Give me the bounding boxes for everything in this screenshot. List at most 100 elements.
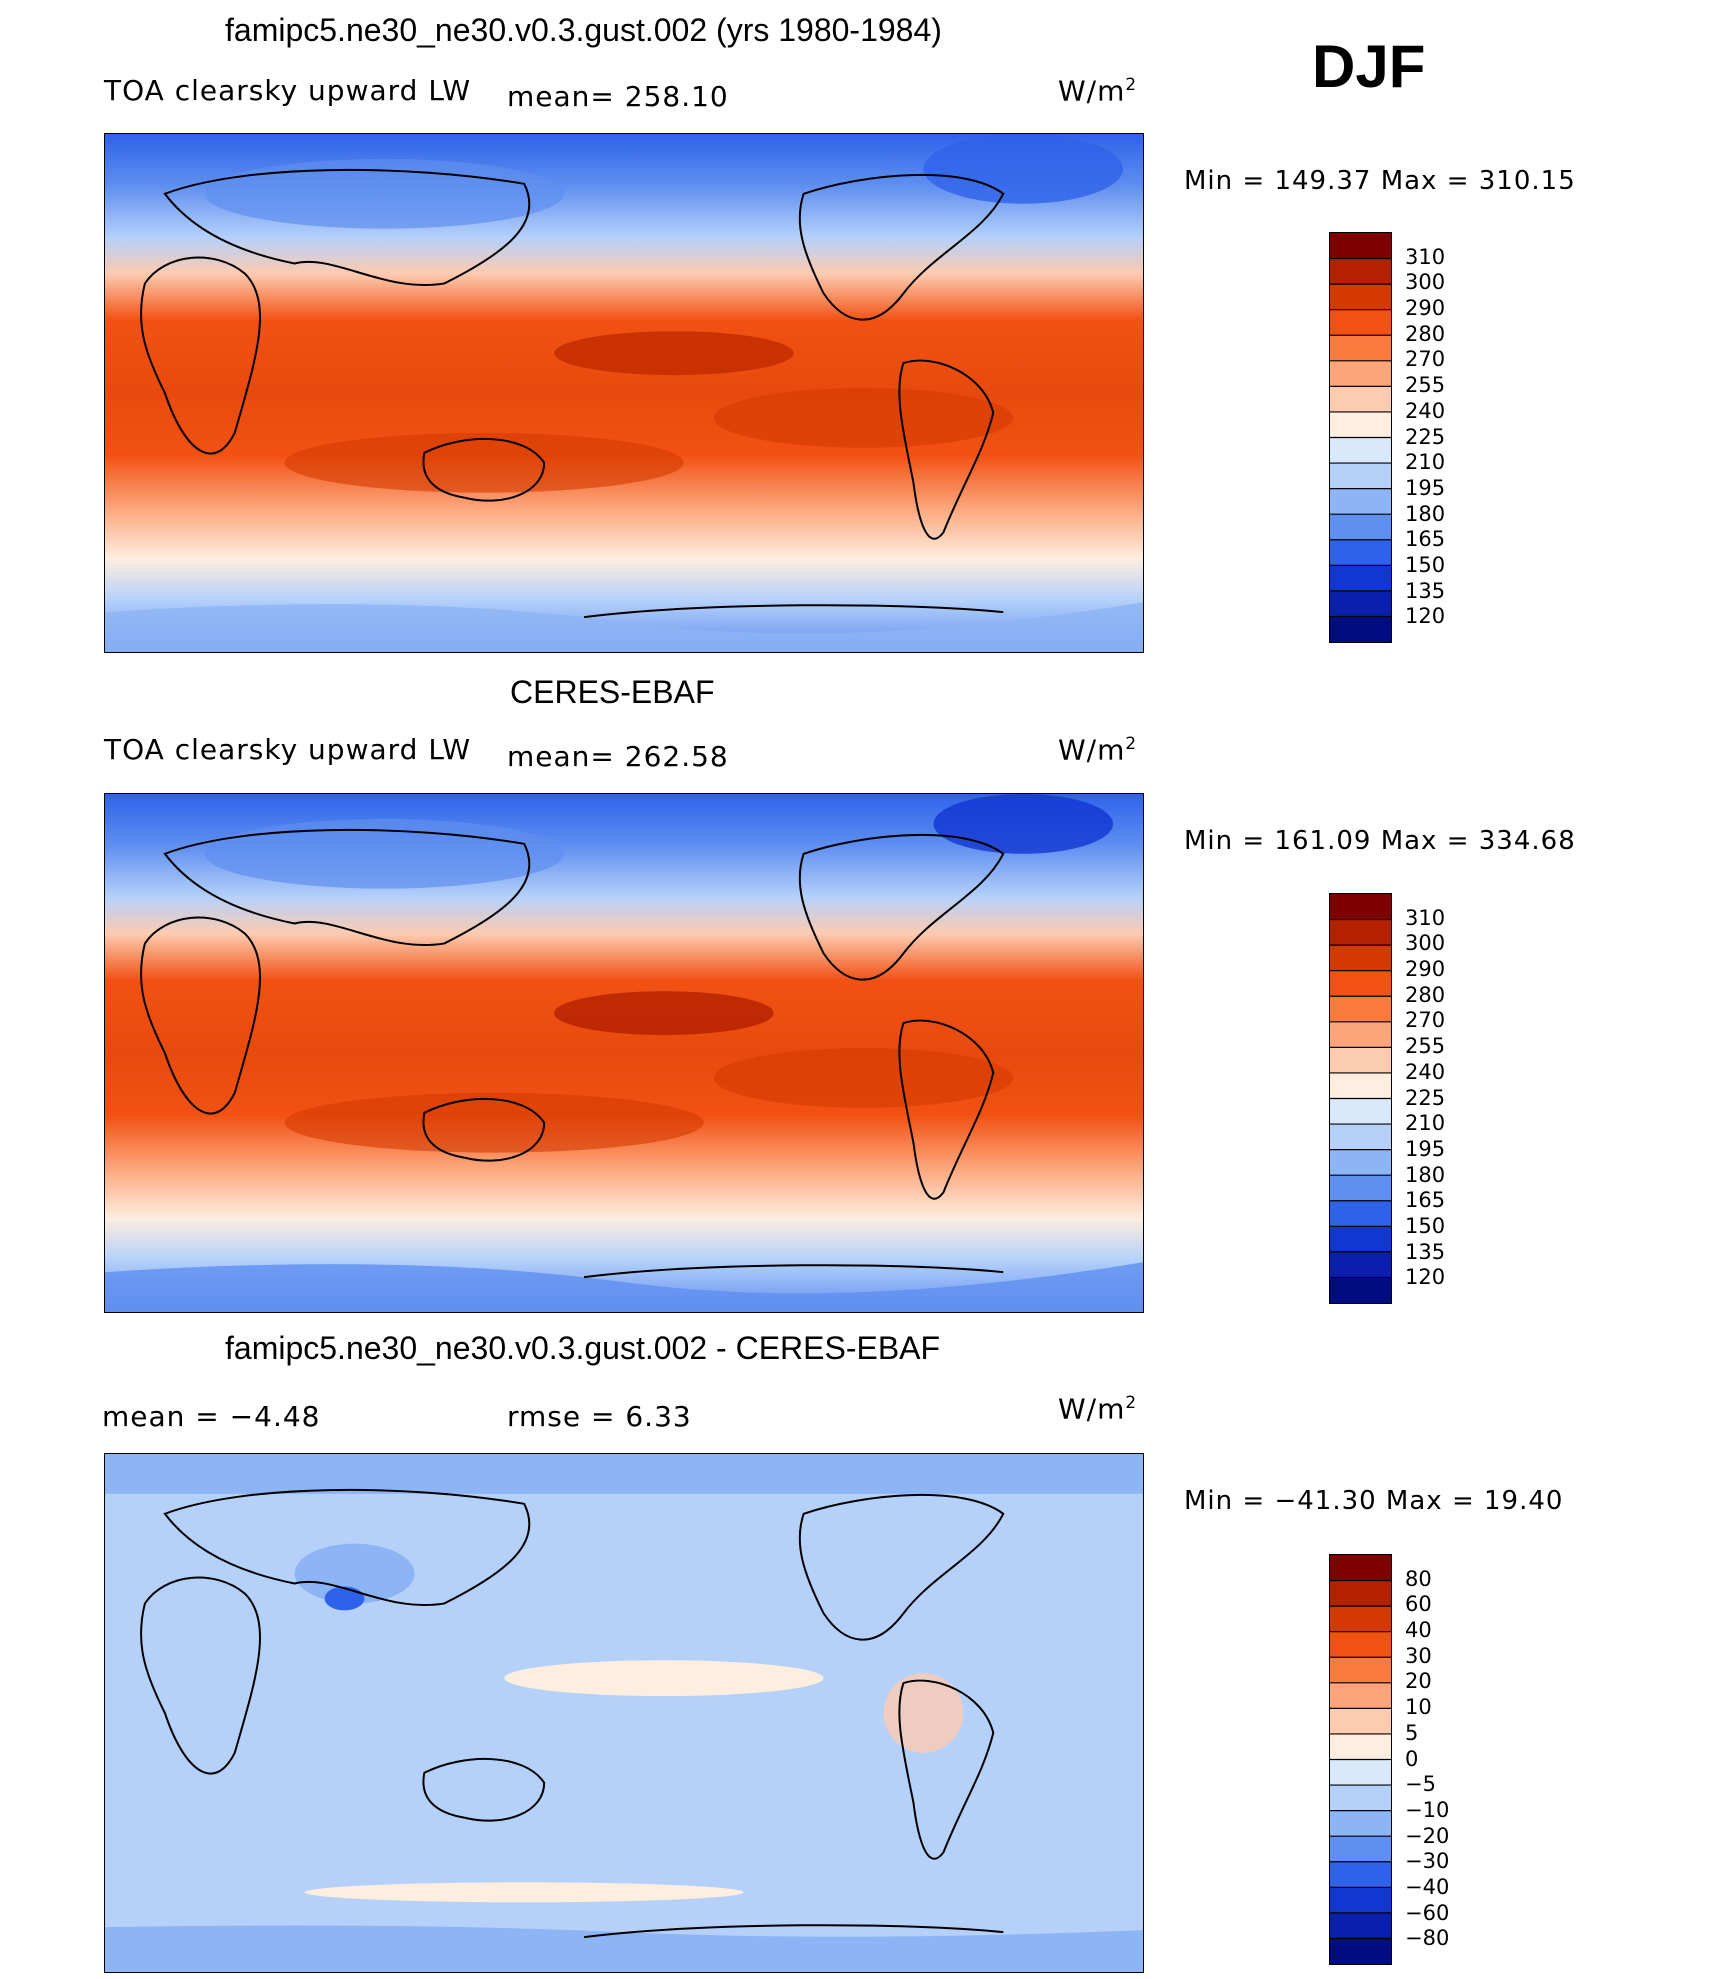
colorbar-swatch	[1330, 1098, 1391, 1125]
colorbar-swatch	[1330, 565, 1391, 592]
colorbar-tick-label: 0	[1405, 1746, 1419, 1771]
panel-2-colorbar	[1329, 893, 1392, 1304]
colorbar-tick-label: 225	[1405, 1085, 1446, 1110]
panel-1-minmax: Min = 149.37 Max = 310.15	[1184, 166, 1576, 196]
colorbar-swatch	[1330, 590, 1391, 617]
colorbar-tick-label: 310	[1405, 244, 1446, 269]
colorbar-tick-label: −10	[1405, 1797, 1450, 1822]
colorbar-swatch	[1330, 1124, 1391, 1151]
colorbar-swatch	[1330, 1606, 1391, 1633]
colorbar-swatch	[1330, 1580, 1391, 1607]
panel-1-colorbar-swatches	[1330, 233, 1391, 643]
colorbar-swatch	[1330, 335, 1391, 362]
colorbar-swatch	[1330, 1047, 1391, 1074]
panel-3-colorbar-swatches	[1330, 1555, 1391, 1965]
colorbar-tick-label: 240	[1405, 398, 1446, 423]
colorbar-tick-label: 180	[1405, 1162, 1446, 1187]
panel-1-map	[104, 133, 1144, 653]
colorbar-swatch	[1330, 1277, 1391, 1304]
colorbar-swatch	[1330, 1810, 1391, 1837]
colorbar-tick-label: 135	[1405, 578, 1446, 603]
colorbar-tick-label: 165	[1405, 527, 1446, 552]
colorbar-tick-label: 240	[1405, 1059, 1446, 1084]
colorbar-tick-label: 150	[1405, 1213, 1446, 1238]
colorbar-tick-label: 195	[1405, 1136, 1446, 1161]
colorbar-swatch	[1330, 919, 1391, 946]
colorbar-tick-label: 10	[1405, 1695, 1432, 1720]
colorbar-swatch	[1330, 411, 1391, 439]
colorbar-tick-label: 290	[1405, 296, 1446, 321]
colorbar-tick-label: 255	[1405, 373, 1446, 398]
colorbar-swatch	[1330, 1149, 1391, 1176]
colorbar-swatch	[1330, 1708, 1391, 1735]
colorbar-swatch	[1330, 1200, 1391, 1227]
colorbar-tick-label: −40	[1405, 1874, 1450, 1899]
colorbar-tick-label: 210	[1405, 1111, 1446, 1136]
colorbar-tick-label: 195	[1405, 475, 1446, 500]
colorbar-swatch	[1330, 1861, 1391, 1888]
colorbar-tick-label: −60	[1405, 1900, 1450, 1925]
panel-2-colorbar-swatches	[1330, 894, 1391, 1304]
colorbar-tick-label: 20	[1405, 1669, 1432, 1694]
panel-3-map-field	[105, 1454, 1143, 1972]
colorbar-swatch	[1330, 1631, 1391, 1658]
panel-3-title: famipc5.ne30_ne30.v0.3.gust.002 - CERES-…	[225, 1330, 941, 1366]
colorbar-tick-label: 135	[1405, 1239, 1446, 1264]
colorbar-swatch	[1330, 616, 1391, 643]
panel-2-variable-label: TOA clearsky upward LW	[104, 733, 472, 766]
panel-1-units: W/m2	[1058, 74, 1138, 108]
panel-3-map	[104, 1453, 1144, 1973]
panel-3-units: W/m2	[1058, 1392, 1138, 1426]
colorbar-swatch	[1330, 360, 1391, 387]
panel-1-map-field	[105, 134, 1143, 652]
colorbar-tick-label: −30	[1405, 1849, 1450, 1874]
colorbar-tick-label: 150	[1405, 552, 1446, 577]
colorbar-tick-label: 225	[1405, 424, 1446, 449]
colorbar-tick-label: 120	[1405, 604, 1446, 629]
colorbar-swatch	[1330, 894, 1391, 921]
colorbar-swatch	[1330, 1072, 1391, 1100]
colorbar-tick-label: 300	[1405, 931, 1446, 956]
colorbar-tick-label: 210	[1405, 450, 1446, 475]
colorbar-swatch	[1330, 1555, 1391, 1582]
colorbar-tick-label: 60	[1405, 1592, 1432, 1617]
panel-2-mean-label: mean= 262.58	[507, 740, 729, 773]
colorbar-swatch	[1330, 309, 1391, 336]
colorbar-tick-label: 290	[1405, 957, 1446, 982]
colorbar-swatch	[1330, 437, 1391, 464]
panel-1-variable-label: TOA clearsky upward LW	[104, 74, 472, 107]
colorbar-swatch	[1330, 1682, 1391, 1709]
colorbar-swatch	[1330, 1836, 1391, 1863]
colorbar-tick-label: 80	[1405, 1566, 1432, 1591]
panel-3-colorbar	[1329, 1554, 1392, 1965]
panel-1-mean-label: mean= 258.10	[507, 80, 729, 113]
colorbar-tick-label: 180	[1405, 501, 1446, 526]
colorbar-swatch	[1330, 1251, 1391, 1278]
panel-2-units: W/m2	[1058, 733, 1138, 767]
colorbar-tick-label: 270	[1405, 1008, 1446, 1033]
colorbar-swatch	[1330, 233, 1391, 260]
colorbar-tick-label: 280	[1405, 982, 1446, 1007]
colorbar-swatch	[1330, 1912, 1391, 1939]
colorbar-swatch	[1330, 1657, 1391, 1684]
panel-1-colorbar	[1329, 232, 1392, 643]
colorbar-swatch	[1330, 284, 1391, 311]
colorbar-swatch	[1330, 1021, 1391, 1048]
colorbar-swatch	[1330, 1759, 1391, 1786]
colorbar-tick-label: 165	[1405, 1188, 1446, 1213]
panel-3-rmse-label: rmse = 6.33	[507, 1400, 692, 1433]
colorbar-swatch	[1330, 258, 1391, 285]
colorbar-tick-label: 270	[1405, 347, 1446, 372]
panel-2-map-field	[105, 794, 1143, 1312]
colorbar-swatch	[1330, 1175, 1391, 1202]
colorbar-tick-label: 300	[1405, 270, 1446, 295]
colorbar-swatch	[1330, 488, 1391, 515]
colorbar-tick-label: 120	[1405, 1265, 1446, 1290]
panel-3-minmax: Min = −41.30 Max = 19.40	[1184, 1486, 1564, 1516]
colorbar-tick-label: 255	[1405, 1034, 1446, 1059]
panel-2-map	[104, 793, 1144, 1313]
colorbar-swatch	[1330, 1733, 1391, 1761]
colorbar-swatch	[1330, 996, 1391, 1023]
colorbar-swatch	[1330, 1226, 1391, 1253]
season-label: DJF	[1312, 33, 1426, 100]
